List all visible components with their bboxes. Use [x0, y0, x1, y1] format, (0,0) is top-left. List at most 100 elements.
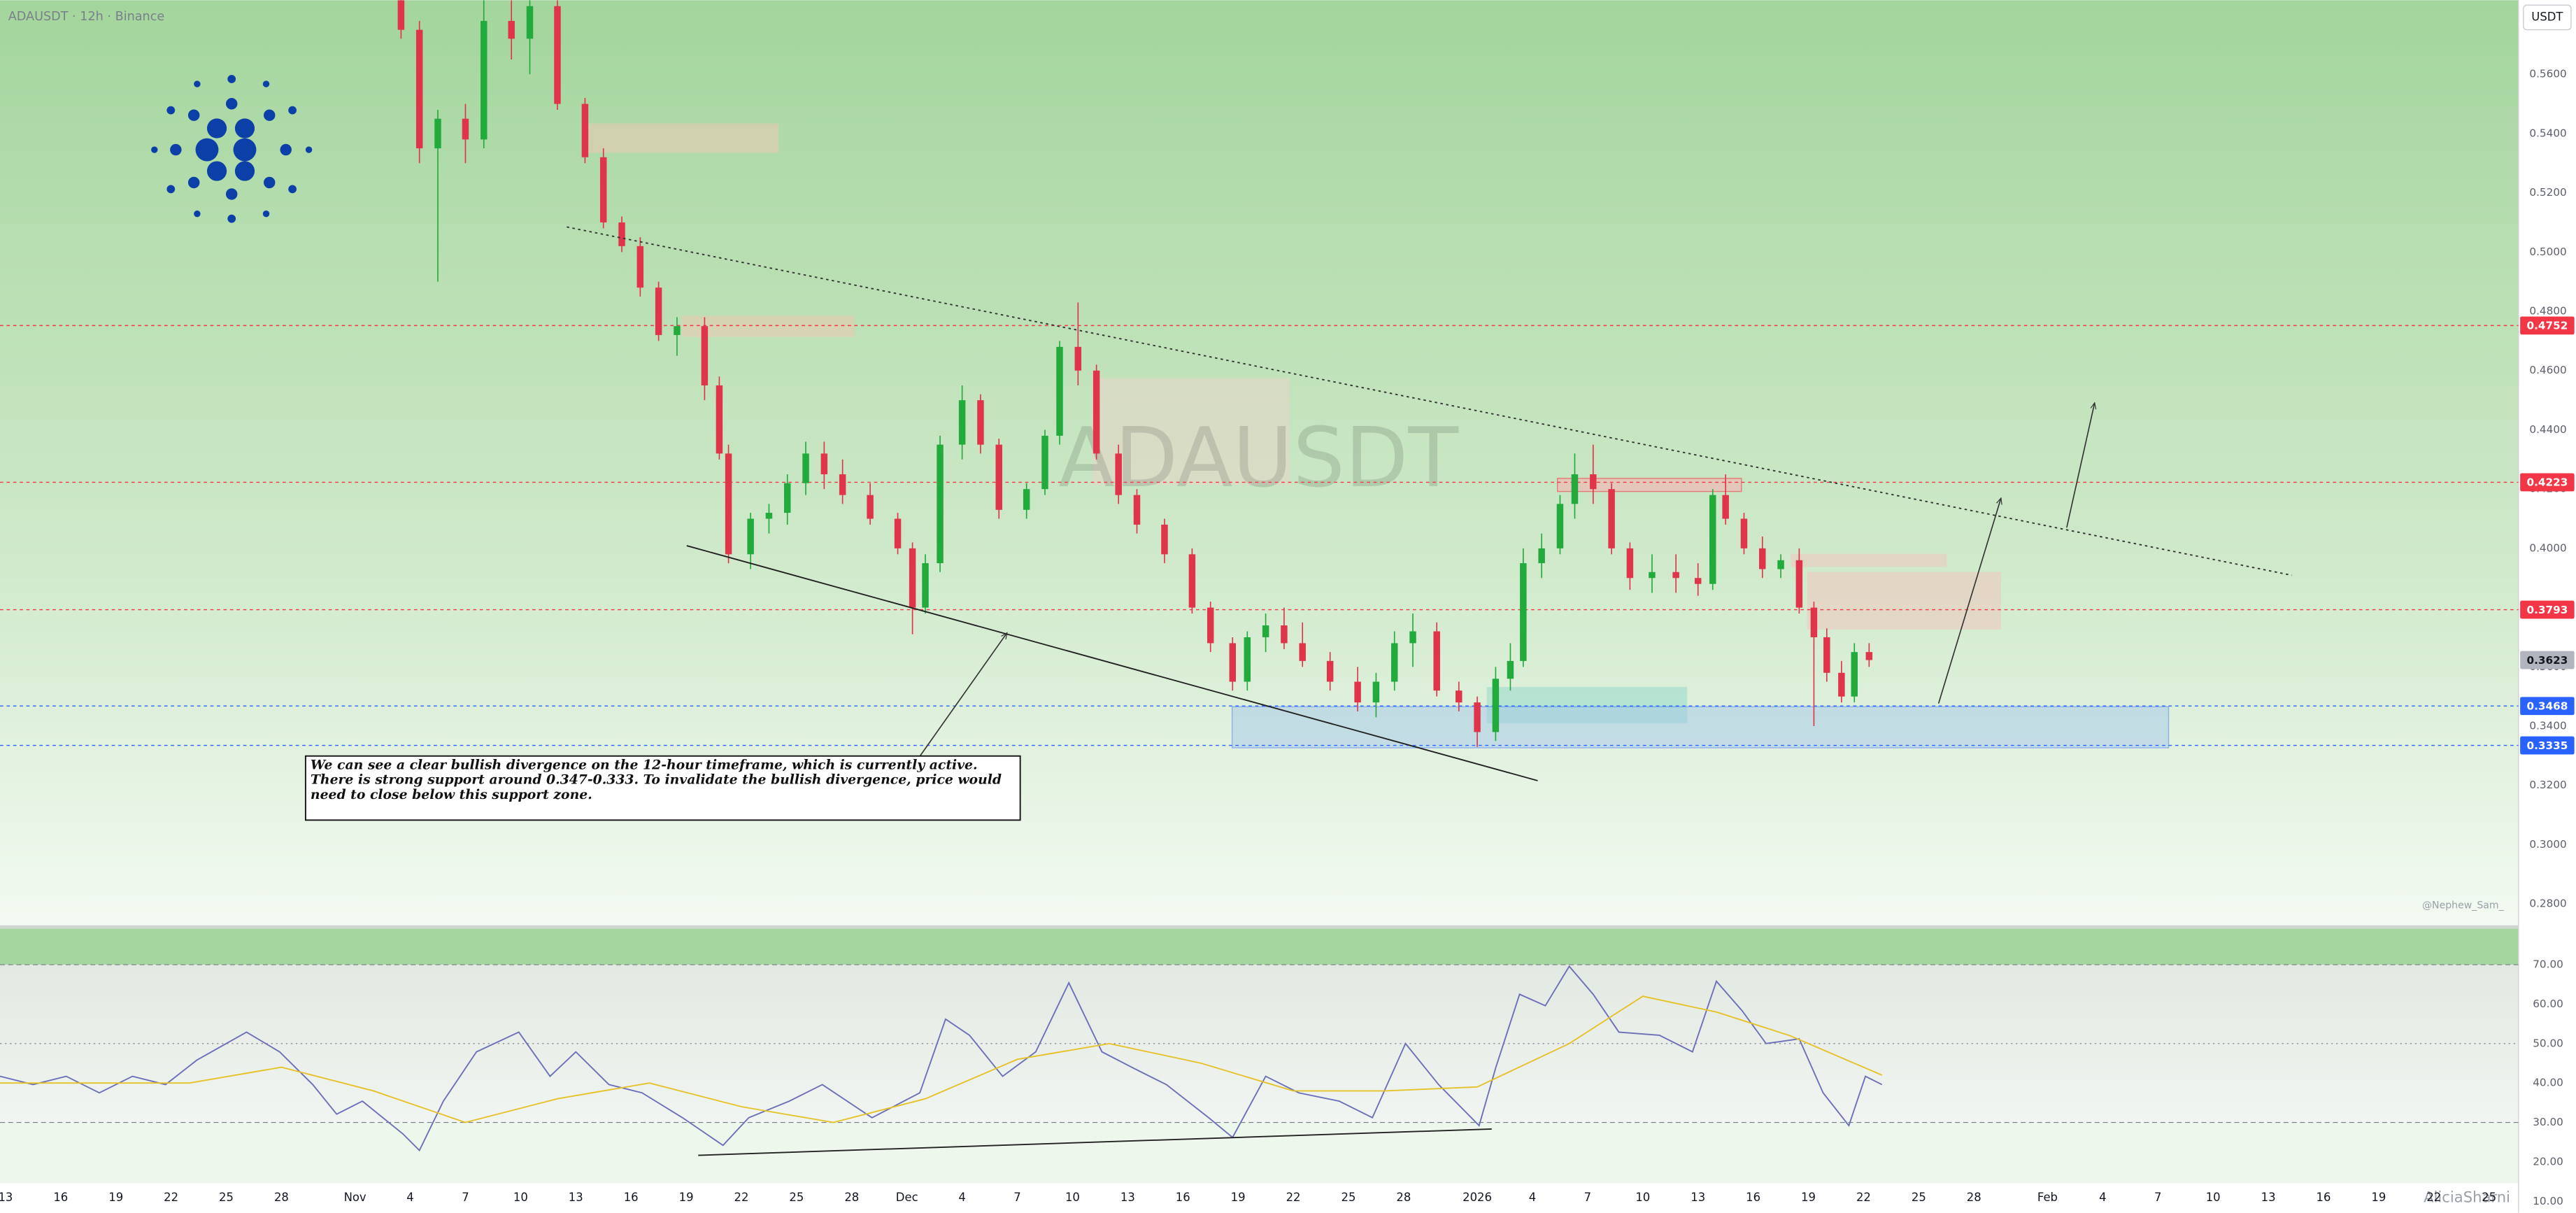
- x-tick-label: 22: [734, 1191, 749, 1204]
- y-tick-label: 70.00: [2533, 958, 2563, 971]
- candle-body: [1838, 672, 1845, 697]
- x-tick-label: 28: [844, 1191, 859, 1204]
- y-tick-label: 50.00: [2533, 1037, 2563, 1049]
- candle-body: [1777, 560, 1784, 569]
- arrow: [1937, 498, 2001, 704]
- candle-body: [922, 563, 929, 608]
- annotation-box: [304, 755, 1021, 821]
- y-tick-label: 40.00: [2533, 1077, 2563, 1089]
- x-tick-label: 13: [1120, 1191, 1135, 1204]
- annotation-text: We can see a clear bullish divergence on…: [310, 756, 1002, 803]
- price-tag-label: 0.3793: [2526, 604, 2568, 616]
- candle-body: [1041, 435, 1048, 490]
- candle-body: [526, 6, 534, 39]
- symbol-watermark: ADAUSDT: [1058, 410, 1459, 506]
- candle-body: [1507, 660, 1514, 679]
- candle-body: [415, 29, 423, 149]
- x-tick-label: 7: [462, 1191, 469, 1204]
- rsi-ma-line: [0, 995, 1883, 1123]
- y-tick-label: 0.3200: [2529, 779, 2566, 791]
- candle-body: [1229, 643, 1236, 682]
- demand-zone: [1486, 687, 1688, 723]
- x-tick-label: 13: [0, 1191, 13, 1204]
- candle-body: [1571, 474, 1579, 504]
- chart-title: ADAUSDT · 12h · Binance: [8, 10, 164, 24]
- supply-zone: [1791, 553, 1947, 567]
- candle-body: [1795, 560, 1803, 608]
- x-tick-label: 4: [958, 1191, 965, 1204]
- supply-zone: [1807, 572, 2001, 630]
- candle-body: [1390, 643, 1398, 682]
- x-tick-label: 16: [1746, 1191, 1760, 1204]
- x-tick-label: 10: [1065, 1191, 1080, 1204]
- candle-body: [1709, 495, 1716, 584]
- y-tick-label: 0.4400: [2529, 423, 2566, 436]
- candle-body: [1093, 370, 1100, 454]
- price-tag: [2520, 651, 2575, 669]
- rsi-trendline: [698, 1128, 1492, 1156]
- supply-zone: [1092, 378, 1290, 485]
- x-tick-label: 4: [2099, 1191, 2106, 1204]
- price-tag: [2520, 697, 2575, 716]
- x-tick-label: 7: [2154, 1191, 2161, 1204]
- candle-body: [1492, 679, 1500, 732]
- y-tick-label: 0.5600: [2529, 68, 2566, 80]
- candle-body: [747, 518, 754, 555]
- candle-body: [1474, 702, 1481, 732]
- candle-body: [1851, 652, 1858, 697]
- x-tick-label: 19: [679, 1191, 694, 1204]
- y-tick-label: 30.00: [2533, 1116, 2563, 1128]
- candle-body: [1740, 518, 1748, 548]
- candle-body: [1115, 453, 1122, 495]
- x-tick-label: 22: [1286, 1191, 1301, 1204]
- signature: AliciaSharni: [2424, 1189, 2510, 1206]
- x-tick-label: 28: [1396, 1191, 1411, 1204]
- x-tick-label: 19: [108, 1191, 123, 1204]
- x-tick-label: 16: [53, 1191, 68, 1204]
- price-tag-label: 0.4223: [2526, 476, 2568, 489]
- x-tick-label: 16: [624, 1191, 639, 1204]
- candle-body: [1262, 625, 1269, 637]
- candle-body: [937, 444, 944, 564]
- currency-button[interactable]: [2523, 4, 2572, 31]
- candle-body: [1023, 489, 1030, 510]
- zones: [588, 123, 2170, 749]
- candle-body: [1520, 563, 1527, 661]
- candle-body: [1281, 625, 1288, 644]
- support-zone: [1231, 706, 2170, 749]
- candle-body: [618, 222, 625, 246]
- rsi-line: [0, 965, 1883, 1152]
- candle-body: [1056, 346, 1063, 436]
- candle-body: [1810, 607, 1818, 637]
- candle-body: [839, 474, 846, 495]
- x-tick-label: 28: [274, 1191, 289, 1204]
- candle-body: [867, 495, 874, 519]
- candle-body: [716, 385, 723, 454]
- x-tick-label: 13: [569, 1191, 583, 1204]
- candle-body: [1823, 637, 1830, 673]
- candle-body: [1759, 548, 1766, 569]
- annotation: We can see a clear bullish divergence on…: [310, 756, 1002, 803]
- candle-body: [1299, 643, 1306, 661]
- x-tick-label: 22: [2426, 1191, 2441, 1204]
- candle-body: [995, 444, 1002, 510]
- candle-body: [765, 513, 773, 519]
- y-tick-label: 10.00: [2533, 1195, 2563, 1207]
- candle-body: [1538, 548, 1545, 564]
- x-tick-label: 22: [164, 1191, 178, 1204]
- candle-body: [462, 118, 469, 140]
- candle-body: [1074, 346, 1082, 371]
- candle-body: [802, 453, 809, 483]
- candle-body: [1188, 554, 1196, 608]
- currency-label[interactable]: USDT: [2531, 10, 2563, 23]
- credit: @Nephew_Sam_: [2422, 900, 2505, 911]
- x-tick-label: 7: [1013, 1191, 1020, 1204]
- x-tick-label: Feb: [2037, 1191, 2058, 1204]
- price-tag-label: 0.3335: [2526, 739, 2568, 752]
- candle-body: [894, 518, 902, 548]
- x-tick-label: 4: [406, 1191, 413, 1204]
- candle-body: [820, 453, 828, 474]
- candle-body: [909, 548, 916, 608]
- candle-body: [1556, 504, 1564, 548]
